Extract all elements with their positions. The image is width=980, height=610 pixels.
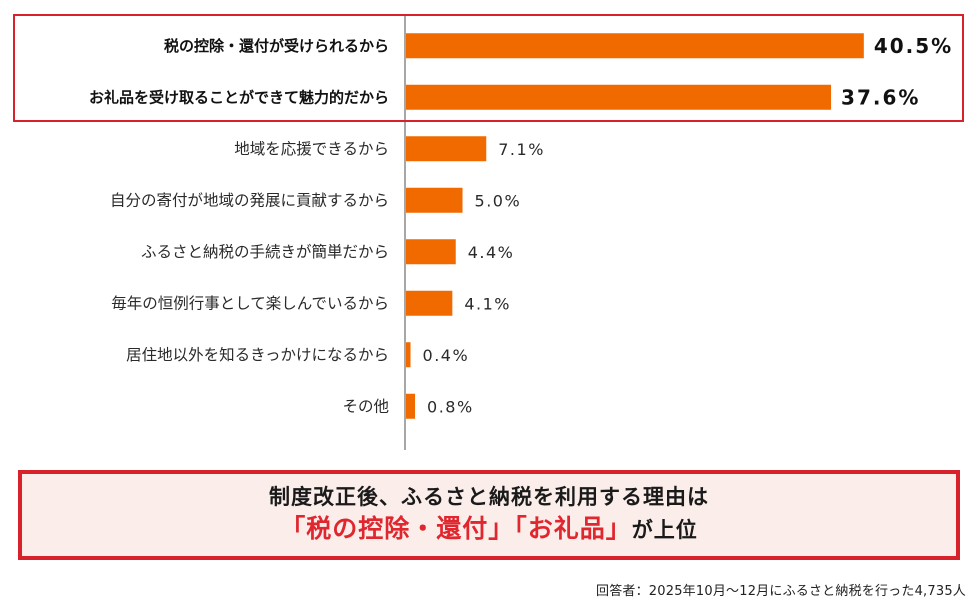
bar	[406, 393, 416, 419]
bar	[406, 33, 864, 59]
value-label: 0.8%	[427, 397, 474, 416]
category-label: 自分の寄付が地域の発展に貢献するから	[110, 191, 389, 209]
value-label: 5.0%	[475, 191, 522, 210]
category-label: 税の控除・還付が受けられるから	[164, 37, 389, 55]
summary-tail: が上位	[631, 517, 698, 542]
bar	[406, 342, 411, 368]
value-label: 4.1%	[464, 294, 511, 313]
category-label: 毎年の恒例行事として楽しんでいるから	[111, 294, 389, 312]
category-label: 居住地以外を知るきっかけになるから	[126, 346, 389, 364]
summary-line2: 「税の控除・還付」「お礼品」が上位	[280, 512, 698, 549]
respondent-footnote: 回答者：2025年10月〜12月にふるさと納税を行った4,735人	[596, 584, 966, 599]
summary-highlight: 「税の控除・還付」「お礼品」	[280, 513, 632, 543]
bar	[406, 84, 832, 110]
value-label: 0.4%	[423, 346, 470, 365]
category-label: ふるさと納税の手続きが簡単だから	[141, 243, 389, 261]
value-label: 37.6%	[841, 85, 920, 109]
value-label: 4.4%	[468, 243, 515, 262]
value-label: 7.1%	[498, 140, 545, 159]
bar	[406, 187, 463, 213]
top-reasons-highlight-frame	[13, 14, 964, 122]
summary-box: 制度改正後、ふるさと納税を利用する理由は 「税の控除・還付」「お礼品」が上位	[18, 470, 960, 560]
bar	[406, 239, 456, 265]
chart-canvas: 税の控除・還付が受けられるから 40.5% お礼品を受け取ることができて魅力的だから…	[89, 14, 953, 450]
category-label: お礼品を受け取ることができて魅力的だから	[89, 88, 389, 106]
bar-chart: 税の控除・還付が受けられるから 40.5% お礼品を受け取ることができて魅力的だから…	[13, 14, 964, 450]
summary-line1: 制度改正後、ふるさと納税を利用する理由は	[269, 484, 709, 509]
category-label: その他	[342, 397, 389, 415]
bar	[406, 136, 487, 162]
bar	[406, 290, 453, 316]
category-label: 地域を応援できるから	[234, 140, 389, 158]
value-label: 40.5%	[874, 34, 953, 58]
